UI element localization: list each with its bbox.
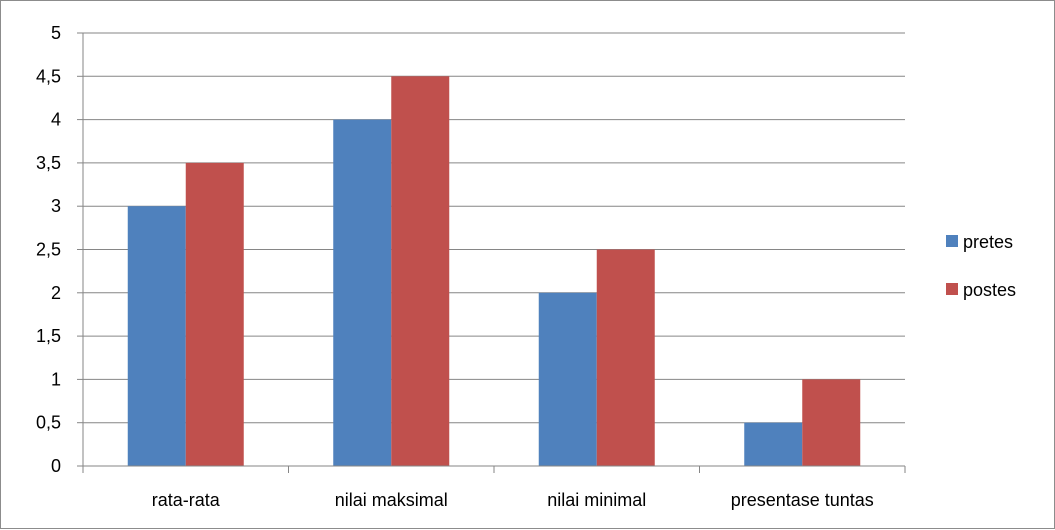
- bar-postes-0: [185, 162, 244, 466]
- y-tick-label: 3: [51, 196, 61, 216]
- y-tick-label: 4,5: [36, 66, 61, 86]
- bar-postes-1: [391, 76, 450, 467]
- x-tick-label: nilai maksimal: [335, 490, 448, 510]
- y-tick-label: 2: [51, 283, 61, 303]
- bar-postes-2: [596, 249, 655, 466]
- y-tick-label: 2,5: [36, 240, 61, 260]
- legend-label-postes: postes: [963, 280, 1016, 300]
- legend-swatch-postes: [946, 283, 958, 295]
- x-tick-label: presentase tuntas: [731, 490, 874, 510]
- legend-swatch-pretes: [946, 235, 958, 247]
- legend-label-pretes: pretes: [963, 232, 1013, 252]
- x-tick-label: nilai minimal: [547, 490, 646, 510]
- bars: [127, 76, 861, 467]
- axes: [77, 32, 906, 473]
- y-tick-label: 4: [51, 110, 61, 130]
- y-tick-label: 5: [51, 23, 61, 43]
- bar-pretes-2: [538, 292, 597, 466]
- bar-pretes-1: [333, 119, 392, 466]
- bar-pretes-0: [127, 206, 186, 466]
- x-tick-label: rata-rata: [152, 490, 221, 510]
- y-tick-label: 0: [51, 456, 61, 476]
- legend: pretes postes: [946, 232, 1016, 300]
- y-tick-label: 3,5: [36, 153, 61, 173]
- y-tick-labels: 0 0,5 1 1,5 2 2,5 3 3,5 4 4,5 5: [36, 23, 61, 476]
- y-tick-label: 1,5: [36, 326, 61, 346]
- y-tick-label: 1: [51, 369, 61, 389]
- x-tick-labels: rata-rata nilai maksimal nilai minimal pres…: [152, 490, 874, 510]
- y-tick-label: 0,5: [36, 413, 61, 433]
- bar-pretes-3: [744, 422, 803, 466]
- bar-postes-3: [802, 379, 861, 466]
